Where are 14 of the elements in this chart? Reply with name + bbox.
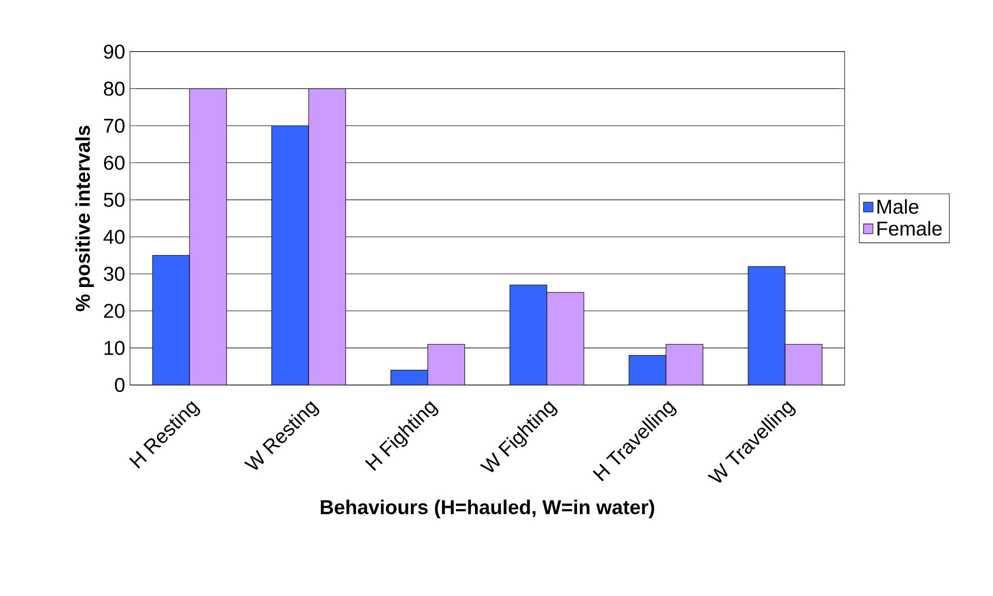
y-tick-label: 60	[104, 156, 125, 170]
legend-label: Female	[878, 220, 942, 236]
y-tick-label: 80	[104, 82, 125, 96]
legend-label: Male	[878, 199, 918, 214]
y-axis-title: % positive intervals	[75, 126, 94, 312]
y-tick-label: 70	[104, 118, 125, 133]
y-tick-label: 50	[104, 192, 125, 207]
y-tick-label: 30	[104, 266, 125, 281]
y-tick-label: 10	[104, 340, 125, 356]
x-axis-title: Behaviours (H=hauled, W=in water)	[320, 500, 654, 518]
y-tick-label: 90	[104, 44, 125, 59]
y-tick-label: 20	[104, 304, 125, 318]
y-tick-label: 40	[104, 230, 125, 244]
y-tick-label: 0	[114, 378, 125, 392]
